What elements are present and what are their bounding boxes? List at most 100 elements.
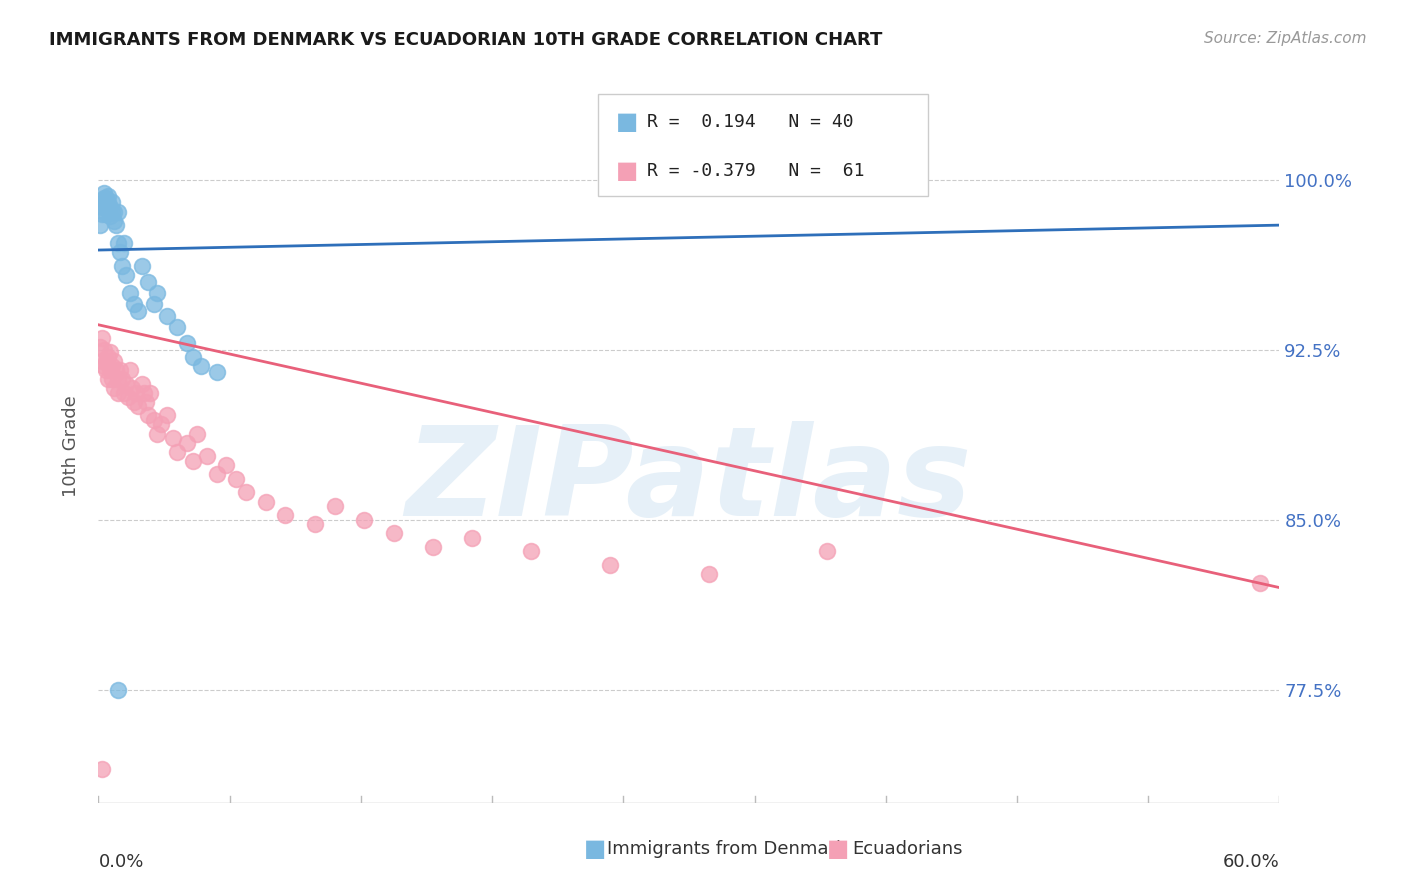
Point xyxy=(195,449,218,463)
Point xyxy=(599,558,621,572)
Point xyxy=(353,513,375,527)
Point xyxy=(131,259,153,273)
Point xyxy=(274,508,297,522)
Point xyxy=(96,200,118,214)
Point xyxy=(96,363,118,377)
Point xyxy=(91,200,114,214)
Text: ■: ■ xyxy=(616,111,638,135)
Point xyxy=(135,394,157,409)
Point xyxy=(215,458,238,473)
Point xyxy=(121,381,143,395)
Point xyxy=(176,435,198,450)
Point xyxy=(132,385,155,400)
Point xyxy=(131,376,153,391)
Point xyxy=(115,268,138,282)
Point xyxy=(105,363,128,377)
Point xyxy=(93,191,115,205)
Point xyxy=(156,409,179,423)
Point xyxy=(136,409,159,423)
Point xyxy=(127,400,149,414)
Point xyxy=(205,365,228,379)
Point xyxy=(125,385,148,400)
Point xyxy=(181,350,204,364)
Point xyxy=(190,359,212,373)
Point xyxy=(146,426,169,441)
Point xyxy=(176,335,198,350)
Point xyxy=(107,372,129,386)
Point xyxy=(101,195,124,210)
Point xyxy=(186,426,208,441)
Text: Ecuadorians: Ecuadorians xyxy=(852,840,963,858)
Point xyxy=(97,372,120,386)
Point xyxy=(115,376,138,391)
Point xyxy=(111,259,134,273)
Point xyxy=(103,354,125,368)
Point xyxy=(97,188,120,202)
Point xyxy=(112,385,135,400)
Point xyxy=(235,485,257,500)
Point xyxy=(181,454,204,468)
Point xyxy=(304,517,326,532)
Point xyxy=(254,494,277,508)
Text: R = -0.379   N =  61: R = -0.379 N = 61 xyxy=(647,161,865,179)
Y-axis label: 10th Grade: 10th Grade xyxy=(62,395,80,497)
Point xyxy=(107,204,129,219)
Point xyxy=(101,372,124,386)
Point xyxy=(97,195,120,210)
Point xyxy=(91,762,114,776)
Text: IMMIGRANTS FROM DENMARK VS ECUADORIAN 10TH GRADE CORRELATION CHART: IMMIGRANTS FROM DENMARK VS ECUADORIAN 10… xyxy=(49,31,883,49)
Point xyxy=(96,354,118,368)
Point xyxy=(166,320,188,334)
Point xyxy=(91,207,114,221)
Point xyxy=(107,236,129,251)
Point xyxy=(89,341,111,355)
Point xyxy=(101,359,124,373)
Point xyxy=(225,472,247,486)
Point xyxy=(117,390,139,404)
Point xyxy=(150,417,173,432)
Point xyxy=(97,350,120,364)
Point xyxy=(122,394,145,409)
Point xyxy=(815,544,838,558)
Text: Source: ZipAtlas.com: Source: ZipAtlas.com xyxy=(1204,31,1367,46)
Point xyxy=(96,191,118,205)
Point xyxy=(118,286,141,301)
Text: 60.0%: 60.0% xyxy=(1223,853,1279,871)
Point xyxy=(108,245,131,260)
Point xyxy=(91,354,114,368)
Point xyxy=(105,218,128,232)
Point xyxy=(205,467,228,482)
Point xyxy=(112,236,135,251)
Point xyxy=(107,385,129,400)
Point xyxy=(697,566,720,581)
Point xyxy=(461,531,484,545)
Point xyxy=(136,275,159,289)
Point xyxy=(142,297,165,311)
Point xyxy=(520,544,543,558)
Point xyxy=(98,200,121,214)
Point xyxy=(97,202,120,217)
Point xyxy=(107,682,129,697)
Point xyxy=(103,204,125,219)
Point xyxy=(93,186,115,201)
Point xyxy=(142,413,165,427)
Point xyxy=(98,209,121,223)
Point xyxy=(93,195,115,210)
Point xyxy=(1249,576,1271,591)
Point xyxy=(162,431,184,445)
Point xyxy=(98,363,121,377)
Point xyxy=(127,304,149,318)
Point xyxy=(146,286,169,301)
Point xyxy=(323,499,346,513)
Point xyxy=(118,363,141,377)
Text: ■: ■ xyxy=(616,159,638,183)
Point xyxy=(93,359,115,373)
Point xyxy=(122,297,145,311)
Text: ■: ■ xyxy=(827,838,849,861)
Point xyxy=(111,372,134,386)
Point xyxy=(103,381,125,395)
Point xyxy=(156,309,179,323)
Point xyxy=(108,363,131,377)
Point xyxy=(668,179,690,194)
Text: R =  0.194   N = 40: R = 0.194 N = 40 xyxy=(647,113,853,131)
